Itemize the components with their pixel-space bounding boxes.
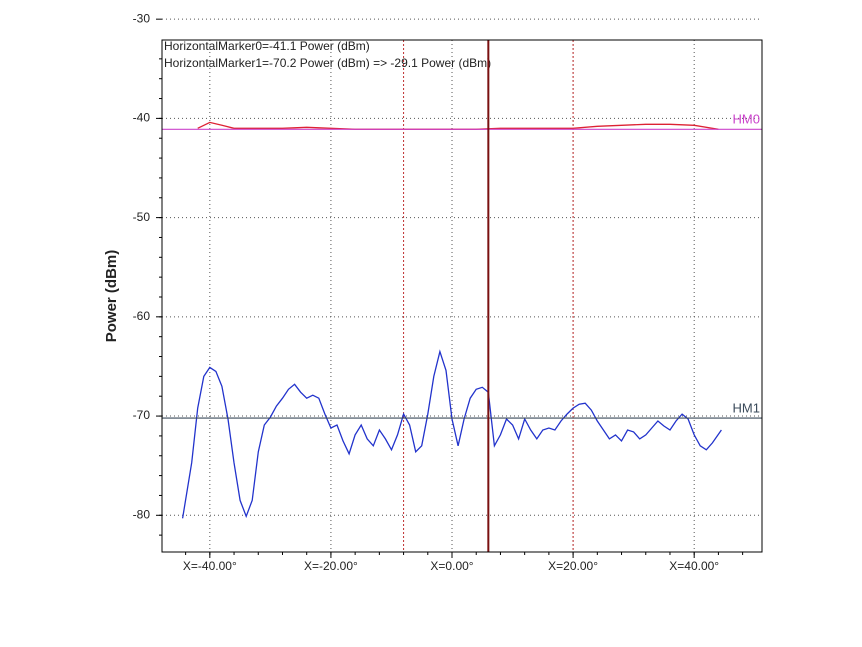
series-line bbox=[181, 349, 722, 519]
annotation: HorizontalMarker0=-41.1 Power (dBm) bbox=[164, 39, 370, 53]
x-tick-label: X=-20.00° bbox=[304, 559, 358, 573]
y-tick-label: -60 bbox=[133, 309, 151, 323]
plot-frame bbox=[161, 39, 763, 553]
y-tick-label: -50 bbox=[133, 210, 151, 224]
x-tick-label: X=-40.00° bbox=[183, 559, 237, 573]
x-tick-label: X=40.00° bbox=[669, 559, 719, 573]
y-tick-label: -40 bbox=[133, 111, 151, 125]
horizontal-marker-label: HM1 bbox=[733, 400, 760, 415]
y-tick-label: -70 bbox=[133, 408, 151, 422]
y-tick-label: -30 bbox=[133, 11, 151, 25]
x-tick-label: X=0.00° bbox=[430, 559, 473, 573]
horizontal-marker-label: HM0 bbox=[733, 112, 760, 127]
y-axis-label: Power (dBm) bbox=[103, 250, 120, 343]
annotation: HorizontalMarker1=-70.2 Power (dBm) => -… bbox=[164, 56, 491, 70]
x-tick-label: X=20.00° bbox=[548, 559, 598, 573]
y-tick-label: -80 bbox=[133, 507, 151, 521]
